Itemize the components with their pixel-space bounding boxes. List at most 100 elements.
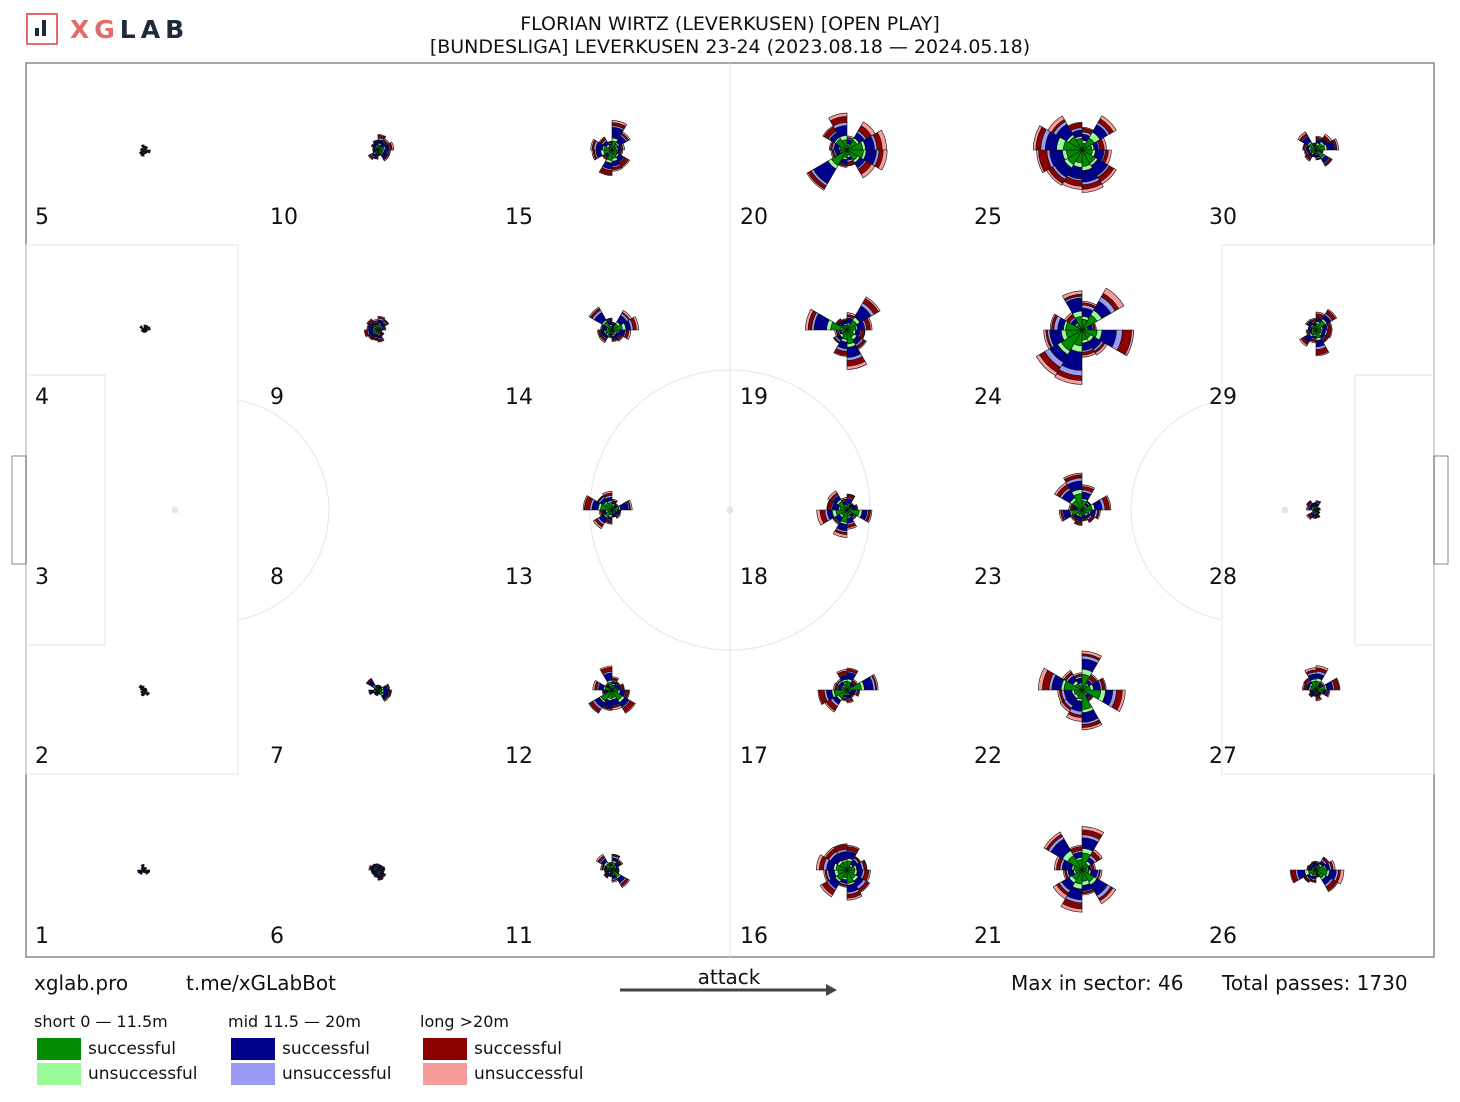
rose-sector [1061,669,1072,680]
rose-sector [140,154,145,157]
rose-sector [1065,713,1083,722]
zone-label: 23 [974,565,1002,590]
rose-sector [1311,142,1317,145]
rose-sector [377,878,384,881]
rose-sector [367,154,374,161]
rose-sector [1308,693,1313,698]
rose-sector [599,665,613,671]
legend-swatch [423,1063,467,1085]
rose-sector [597,329,601,338]
rose-sector [836,669,848,675]
rose-sector [372,139,379,143]
rose-sector [368,865,372,871]
zone-label: 17 [740,744,768,769]
rose-sector [817,689,824,705]
rose-sector [806,172,825,191]
zone-label: 14 [505,385,533,410]
rose-sector [1305,319,1311,325]
legend-group-title: short 0 — 11.5m [34,1012,168,1031]
rose-sector [1072,672,1083,677]
right-penalty-arc [1130,399,1223,621]
rose-sector [867,509,873,523]
rose-sector [374,693,379,696]
zone-label: 7 [270,744,284,769]
rose-sector [141,685,145,688]
rose-sector [383,155,390,162]
rose-sector [148,326,151,331]
rose-sector [621,879,631,889]
rose-sector [143,871,146,874]
rose-sector [840,497,848,501]
zone-label: 13 [505,565,533,590]
rose-sector [1309,317,1317,322]
rose-sector [139,152,142,155]
site-link[interactable]: xglab.pro [34,971,129,995]
legend-group-title: long >20m [420,1012,509,1031]
rose-sector [828,112,848,122]
rose-sector [140,147,142,151]
rose-sector [146,692,150,696]
zone-label: 26 [1209,924,1237,949]
chart-title: FLORIAN WIRTZ (LEVERKUSEN) [OPEN PLAY] [520,13,940,35]
rose-sector [1088,516,1096,524]
attack-arrow-head-icon [826,984,837,996]
rose-sector [1049,313,1056,331]
right-penalty-spot [1281,506,1289,514]
rose-sector [1096,509,1101,520]
legend-swatch [423,1038,467,1060]
left-penalty-area [25,244,239,775]
rose-sector [1061,290,1083,300]
max-in-sector: Max in sector: 46 [1011,971,1184,995]
zone-label: 10 [270,205,298,230]
zone-label: 15 [505,205,533,230]
rose-sector [1311,860,1317,864]
right-goal-area [1354,374,1435,646]
rose-sector [816,509,825,526]
rose-sector [827,490,838,501]
rose-sector [368,689,371,696]
rose-sector [816,854,824,871]
legend-label: successful [88,1039,176,1059]
rose-sector [1094,342,1108,356]
rose-sector [1081,484,1096,490]
rose-sector [1335,677,1341,691]
rose-sector [139,325,143,329]
rose-sector [805,308,814,331]
rose-sector [140,329,143,332]
rose-sector [582,495,589,511]
rose-sector [864,296,881,313]
legend-label: unsuccessful [474,1064,584,1084]
legend-swatch [231,1038,275,1060]
legend-label: unsuccessful [282,1064,392,1084]
rose-sector [1102,287,1125,310]
zone-label: 24 [974,385,1002,410]
rose-sector [592,680,598,691]
rose-sector [1328,329,1333,339]
rose-sector [377,315,386,320]
rose-sector [603,874,608,879]
rose-sector [377,339,385,343]
rose-sector [374,863,379,866]
bot-link[interactable]: t.me/xGLabBot [186,971,336,995]
rose-sector [833,351,848,357]
rose-sector [621,131,631,141]
rose-sector [1326,689,1331,698]
rose-sector [627,499,633,511]
rose-sector [617,858,624,865]
rose-sector [1043,831,1062,850]
rose-sector [1099,115,1117,133]
rose-sector [1324,158,1333,167]
rose-sector [1067,121,1083,128]
zone-label: 21 [974,924,1002,949]
rose-sector [1092,849,1103,860]
rose-sector [365,677,372,684]
brand-accent: XG [70,14,120,44]
rose-sector [1326,308,1338,320]
zone-label: 1 [35,924,49,949]
rose-sector [1306,865,1310,871]
rose-sector [602,491,613,496]
rose-sector [1081,650,1102,660]
rose-sector [1054,373,1083,385]
rose-sector [1063,472,1083,480]
